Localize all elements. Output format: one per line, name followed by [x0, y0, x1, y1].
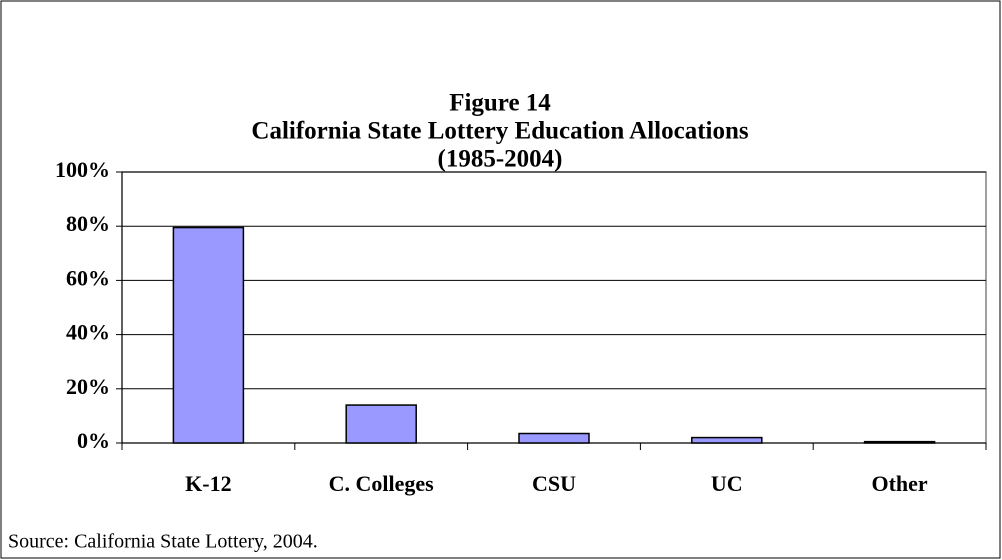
bar: [345, 404, 417, 444]
bar: [518, 432, 590, 444]
source-note: Source: California State Lottery, 2004.: [8, 531, 318, 553]
chart-title: California State Lottery Education Alloc…: [251, 118, 748, 145]
x-tick-label: K-12: [185, 471, 231, 496]
y-tick-label: 60%: [66, 265, 110, 290]
x-tick-label: C. Colleges: [329, 471, 435, 496]
x-tick-label: UC: [711, 471, 743, 496]
y-tick-label: 40%: [66, 320, 110, 345]
bar: [863, 440, 936, 444]
bar: [172, 226, 245, 444]
y-tick-label: 100%: [55, 157, 110, 182]
chart-title: Figure 14: [449, 90, 551, 117]
y-tick-label: 80%: [66, 211, 110, 236]
x-tick-label: CSU: [532, 471, 576, 496]
y-tick-label: 20%: [66, 374, 110, 399]
x-tick-label: Other: [871, 471, 927, 496]
bar: [691, 436, 763, 444]
chart-title: (1985-2004): [438, 146, 563, 173]
y-tick-label: 0%: [77, 428, 110, 453]
